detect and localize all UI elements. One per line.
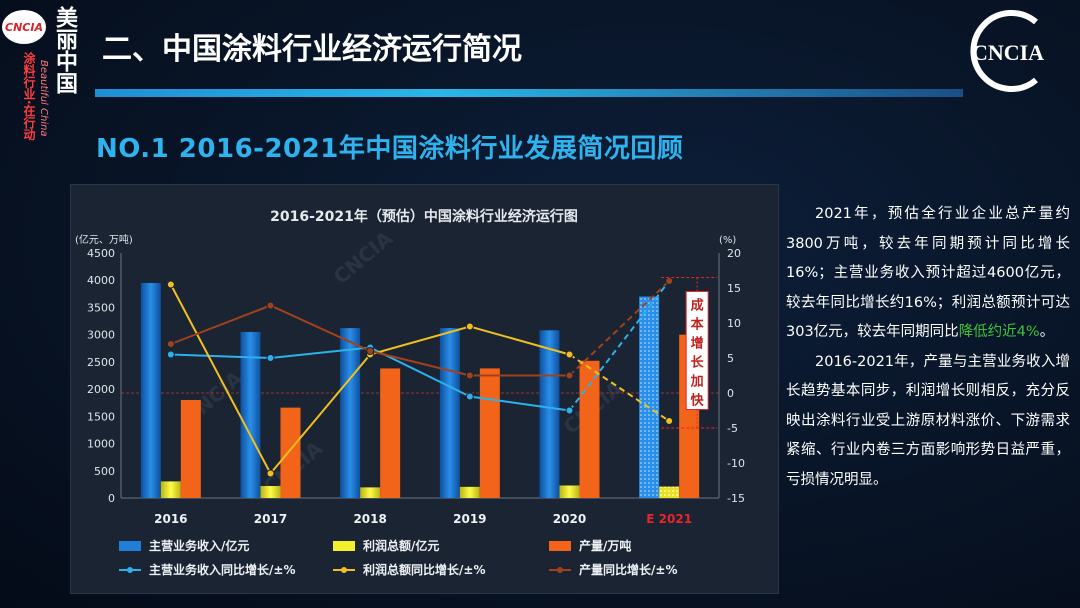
line-point: [266, 301, 275, 310]
legend-swatch-marker: [341, 567, 347, 573]
right-tick-label: 5: [727, 352, 734, 365]
annotation-char: 快: [691, 393, 705, 409]
right-axis-unit: (%): [719, 235, 736, 246]
left-tick-label: 4500: [87, 247, 115, 260]
annotation-box: [685, 291, 709, 410]
x-category-label: 2018: [353, 512, 386, 526]
annotation-char: 加: [690, 375, 704, 390]
right-tick-label: -5: [727, 422, 738, 435]
x-category-label: 2016: [154, 512, 187, 526]
logo-main-text: 美丽中国: [52, 6, 77, 94]
left-tick-label: 1500: [87, 410, 115, 423]
line-point: [465, 371, 474, 380]
legend-label-line: 利润总额同比增长/±%: [363, 562, 485, 577]
annotation-char: 长: [691, 355, 705, 371]
chart-panel: 2016-2021年（预估）中国涂料行业经济运行图 (亿元、万吨) (%) CNCIA…: [70, 184, 779, 594]
logo-script-text: Beautiful China: [38, 60, 49, 137]
line-series-forecast-2: [568, 280, 670, 377]
left-tick-label: 1000: [87, 438, 115, 451]
bar-output: [479, 368, 500, 498]
legend-swatch-marker: [127, 567, 133, 573]
bar-revenue: [639, 296, 660, 498]
line-point: [565, 406, 574, 415]
line-series-forecast-0: [568, 280, 670, 412]
bar-revenue: [340, 328, 361, 498]
left-tick-label: 3500: [87, 301, 115, 314]
bar-profit: [459, 486, 480, 498]
org-logo-text: CNCIA: [972, 40, 1044, 65]
legend-label-bar: 产量/万吨: [579, 538, 631, 553]
bar-revenue: [240, 331, 261, 498]
bar-profit: [260, 486, 281, 498]
x-category-label: 2017: [254, 512, 287, 526]
left-tick-label: 500: [94, 465, 115, 478]
watermark-1: CNCIA: [329, 226, 398, 289]
cncia-badge-logo: CNCIA: [2, 10, 46, 44]
page-title: 二、中国涂料行业经济运行简况: [102, 32, 522, 67]
legend-swatch-bar: [333, 541, 355, 551]
bar-profit: [360, 487, 381, 498]
legend-label-line: 主营业务收入同比增长/±%: [149, 562, 295, 577]
line-point: [266, 469, 275, 478]
line-point: [166, 280, 175, 289]
line-point: [665, 277, 674, 285]
logo-subtitle: 涂料行业·在行动: [22, 52, 36, 141]
x-category-label: E 2021: [646, 512, 692, 526]
annotation-char: 增: [691, 336, 704, 352]
line-point: [565, 371, 574, 380]
bar-output: [180, 400, 201, 498]
chart-title: 2016-2021年（预估）中国涂料行业经济运行图: [270, 208, 578, 225]
line-point: [465, 392, 474, 401]
section-title: NO.1 2016-2021年中国涂料行业发展简况回顾: [96, 134, 684, 164]
left-tick-label: 3000: [87, 329, 115, 342]
line-point: [665, 417, 674, 425]
right-tick-label: 0: [727, 387, 734, 400]
right-tick-label: 20: [727, 247, 741, 260]
legend-swatch-bar: [119, 541, 141, 551]
bar-revenue: [539, 330, 560, 498]
legend-swatch-bar: [549, 541, 571, 551]
right-tick-label: -15: [727, 492, 745, 505]
summary-text: 2021年，预估全行业企业总产量约3800万吨，较去年同期预计同比增长16%；主…: [786, 200, 1070, 495]
left-tick-label: 2500: [87, 356, 115, 369]
line-point: [465, 322, 474, 331]
line-series-2: [170, 304, 570, 377]
legend-label-bar: 主营业务收入/亿元: [149, 538, 249, 553]
highlight-decline: 降低约近4%: [958, 324, 1040, 340]
line-point: [166, 350, 175, 359]
line-point: [266, 354, 275, 362]
left-axis-unit: (亿元、万吨): [75, 233, 133, 246]
summary-paragraph-2: 2016-2021年，产量与主营业务收入增长趋势基本同步，利润增长则相反，充分反…: [786, 353, 1070, 488]
economic-chart: 2016-2021年（预估）中国涂料行业经济运行图 (亿元、万吨) (%) CNCIA…: [75, 208, 745, 577]
bar-profit: [659, 486, 680, 498]
bar-output: [280, 407, 301, 498]
bar-output: [579, 360, 600, 498]
bar-profit: [559, 485, 580, 498]
x-category-label: 2019: [453, 512, 486, 526]
annotation-char: 本: [691, 317, 704, 333]
line-point: [366, 347, 375, 355]
left-tick-label: 0: [108, 492, 115, 505]
line-point: [166, 340, 175, 348]
left-tick-label: 4000: [87, 274, 115, 287]
annotation-char: 成: [691, 298, 704, 314]
legend-label-bar: 利润总额/亿元: [363, 538, 439, 553]
legend-swatch-marker: [557, 567, 563, 573]
bar-output: [380, 368, 401, 498]
bar-profit: [160, 481, 181, 498]
bar-revenue: [140, 282, 161, 498]
cncia-org-logo: CNCIA: [970, 10, 1044, 92]
x-category-label: 2020: [553, 512, 586, 526]
left-tick-label: 2000: [87, 383, 115, 396]
bar-revenue: [439, 328, 460, 498]
right-tick-label: 15: [727, 282, 741, 295]
legend-label-line: 产量同比增长/±%: [579, 562, 677, 577]
title-underline-bar: [95, 89, 963, 97]
line-point: [565, 350, 574, 359]
right-tick-label: 10: [727, 317, 741, 330]
event-logo: CNCIA 美丽中国 涂料行业·在行动 Beautiful China: [0, 0, 82, 170]
summary-paragraph-1: 2021年，预估全行业企业总产量约3800万吨，较去年同期预计同比增长16%；主…: [786, 206, 1070, 340]
right-tick-label: -10: [727, 457, 745, 470]
